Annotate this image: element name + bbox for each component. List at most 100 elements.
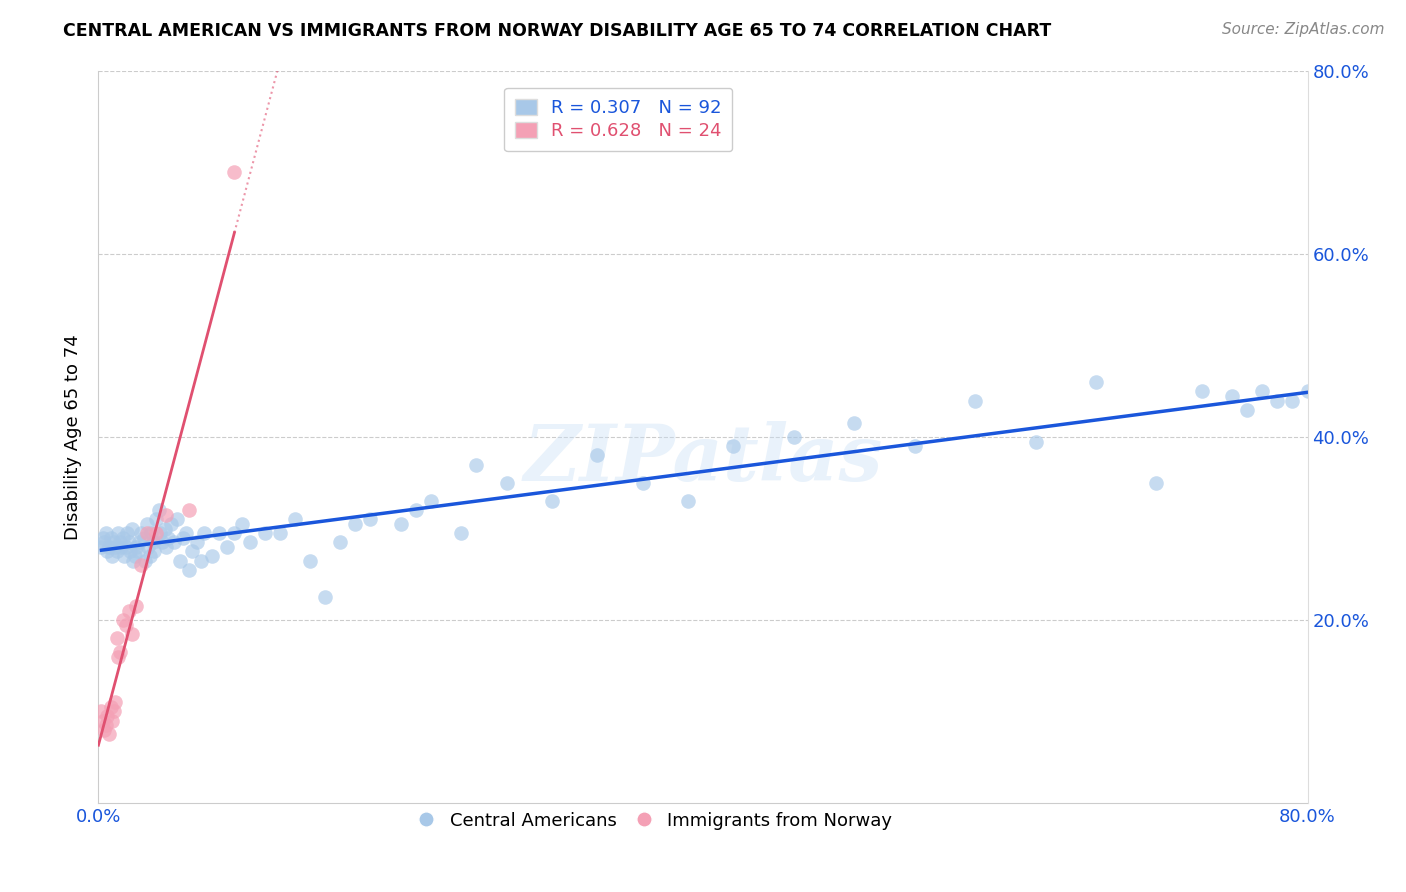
Point <box>114 540 136 554</box>
Point <box>299 553 322 567</box>
Point <box>631 475 654 490</box>
Point <box>904 439 927 453</box>
Point <box>127 544 149 558</box>
Point <box>156 531 179 545</box>
Point <box>1267 393 1289 408</box>
Point <box>148 503 170 517</box>
Point <box>253 526 276 541</box>
Point <box>208 526 231 541</box>
Point <box>676 494 699 508</box>
Point <box>98 727 121 741</box>
Point <box>98 540 121 554</box>
Point <box>114 617 136 632</box>
Point <box>101 549 124 563</box>
Point <box>1236 402 1258 417</box>
Point <box>389 516 412 531</box>
Point <box>1191 384 1213 399</box>
Point <box>179 503 201 517</box>
Point <box>108 645 131 659</box>
Point <box>132 531 155 545</box>
Point <box>153 521 176 535</box>
Point <box>1281 393 1303 408</box>
Point <box>190 553 212 567</box>
Point <box>93 723 115 737</box>
Point <box>139 549 162 563</box>
Point <box>239 535 262 549</box>
Point <box>108 535 131 549</box>
Point <box>360 512 382 526</box>
Point <box>495 475 517 490</box>
Point <box>100 699 122 714</box>
Point <box>314 590 336 604</box>
Point <box>91 531 114 545</box>
Point <box>329 535 352 549</box>
Point <box>134 553 156 567</box>
Point <box>420 494 443 508</box>
Point <box>215 540 238 554</box>
Point <box>169 553 191 567</box>
Point <box>124 549 146 563</box>
Point <box>284 512 307 526</box>
Point <box>723 439 745 453</box>
Point <box>1085 375 1108 389</box>
Point <box>107 526 129 541</box>
Point <box>101 714 124 728</box>
Point <box>149 526 172 541</box>
Text: ZIPatlas: ZIPatlas <box>523 421 883 497</box>
Point <box>193 526 215 541</box>
Point <box>94 718 117 732</box>
Point <box>96 544 118 558</box>
Point <box>540 494 562 508</box>
Point <box>104 540 127 554</box>
Point <box>93 535 115 549</box>
Text: Source: ZipAtlas.com: Source: ZipAtlas.com <box>1222 22 1385 37</box>
Point <box>107 649 129 664</box>
Point <box>143 544 166 558</box>
Point <box>142 535 165 549</box>
Point <box>224 165 246 179</box>
Point <box>111 531 134 545</box>
Point <box>115 526 138 541</box>
Point <box>125 599 148 614</box>
Point <box>103 535 125 549</box>
Point <box>121 626 143 640</box>
Y-axis label: Disability Age 65 to 74: Disability Age 65 to 74 <box>65 334 83 540</box>
Point <box>783 430 806 444</box>
Point <box>135 526 157 541</box>
Point <box>269 526 291 541</box>
Point <box>1251 384 1274 399</box>
Point <box>1024 434 1046 449</box>
Point <box>105 544 128 558</box>
Point <box>166 512 188 526</box>
Point <box>155 540 177 554</box>
Point <box>141 526 163 541</box>
Point <box>121 521 143 535</box>
Point <box>118 604 141 618</box>
Point <box>186 535 208 549</box>
Point <box>129 558 152 573</box>
Point <box>111 613 134 627</box>
Point <box>965 393 987 408</box>
Point <box>122 553 145 567</box>
Point <box>145 512 167 526</box>
Point <box>145 526 167 541</box>
Point <box>344 516 367 531</box>
Point <box>129 526 152 541</box>
Point <box>586 448 609 462</box>
Point <box>155 508 177 522</box>
Point <box>103 705 125 719</box>
Point <box>91 714 114 728</box>
Point <box>231 516 253 531</box>
Point <box>405 503 427 517</box>
Point <box>1220 389 1243 403</box>
Legend: Central Americans, Immigrants from Norway: Central Americans, Immigrants from Norwa… <box>411 805 900 838</box>
Point <box>90 705 112 719</box>
Point <box>136 540 159 554</box>
Point <box>172 531 194 545</box>
Point <box>224 526 246 541</box>
Point <box>112 549 135 563</box>
Point <box>181 544 204 558</box>
Point <box>90 540 112 554</box>
Point <box>1296 384 1319 399</box>
Point <box>150 535 173 549</box>
